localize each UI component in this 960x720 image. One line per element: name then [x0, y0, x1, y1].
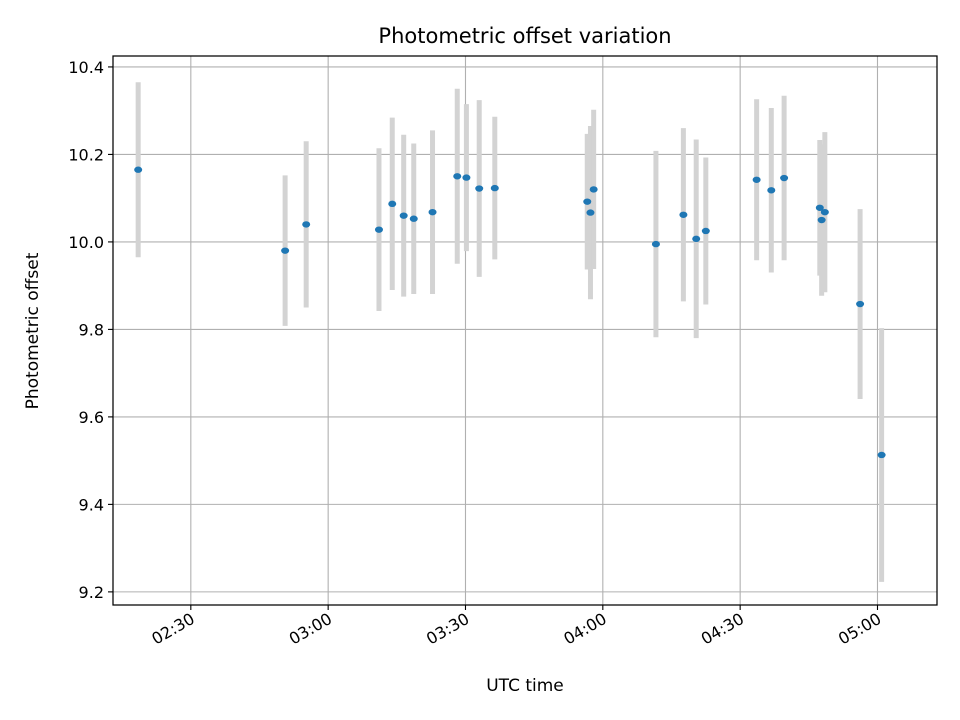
y-tick-label: 9.8	[79, 320, 104, 339]
data-point	[780, 174, 789, 182]
data-point	[692, 235, 701, 243]
data-point	[815, 204, 824, 211]
y-axis-title: Photometric offset	[23, 252, 43, 409]
data-point	[701, 227, 710, 235]
data-point	[374, 226, 383, 233]
data-point	[586, 209, 595, 216]
data-point	[767, 187, 776, 194]
data-point	[453, 173, 462, 180]
chart-title: Photometric offset variation	[378, 24, 671, 48]
data-point	[679, 211, 688, 218]
data-point	[490, 184, 499, 192]
y-axis-ticks: 9.2 9.4 9.6 9.8 10.0 10.2 10.4	[68, 58, 113, 602]
data-point	[399, 212, 408, 219]
data-point	[475, 185, 484, 192]
y-tick-label: 9.2	[79, 583, 104, 602]
data-point	[651, 240, 660, 248]
data-point	[752, 176, 761, 183]
y-tick-label: 9.6	[79, 408, 104, 427]
data-point	[589, 186, 598, 193]
y-tick-label: 10.4	[68, 58, 104, 77]
gridlines	[113, 56, 937, 605]
data-point	[817, 216, 826, 224]
data-point	[302, 221, 311, 228]
data-point	[856, 300, 865, 308]
y-tick-label: 9.4	[79, 495, 104, 514]
data-point	[409, 215, 418, 222]
x-axis-title: UTC time	[486, 676, 564, 696]
data-point	[281, 247, 290, 254]
data-point	[820, 208, 829, 216]
data-point	[134, 166, 143, 173]
y-tick-label: 10.2	[68, 145, 104, 164]
data-point	[388, 200, 397, 208]
data-point	[583, 198, 592, 205]
data-point	[877, 451, 886, 459]
data-point	[428, 208, 437, 216]
data-points	[134, 166, 886, 459]
plot-frame	[112, 55, 938, 606]
data-point	[462, 174, 471, 181]
y-tick-label: 10.0	[68, 233, 104, 252]
